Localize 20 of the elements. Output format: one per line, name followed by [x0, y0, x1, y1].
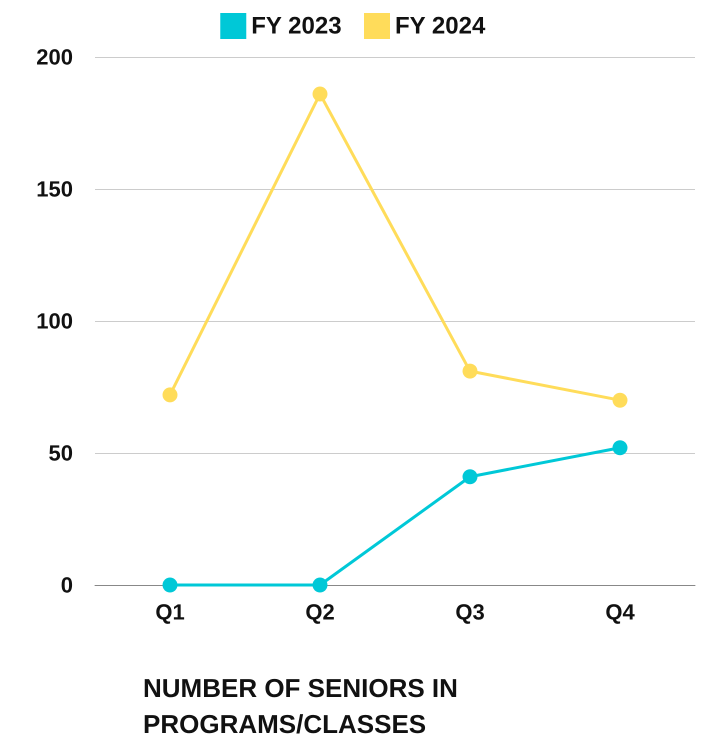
y-tick-label: 100: [36, 308, 73, 334]
point: [612, 440, 628, 456]
point: [462, 469, 478, 484]
y-tick-label: 50: [48, 440, 73, 466]
point: [612, 392, 628, 408]
legend-label: FY 2024: [395, 12, 486, 40]
point: [312, 86, 328, 102]
x-tick-label: Q3: [455, 600, 485, 624]
point: [162, 387, 178, 402]
point: [312, 578, 328, 592]
legend-label: FY 2023: [251, 12, 342, 40]
point: [462, 364, 478, 379]
point: [162, 578, 178, 592]
y-tick-label: 150: [36, 176, 73, 202]
x-tick-label: Q1: [155, 600, 185, 624]
x-tick-label: Q4: [605, 600, 636, 624]
y-tick-label: 0: [60, 572, 73, 598]
x-tick-label: Q2: [305, 600, 335, 624]
y-tick-label: 200: [36, 44, 73, 70]
x-axis-title: NUMBER OF SENIORS IN PROGRAMS/CLASSES: [143, 673, 466, 739]
